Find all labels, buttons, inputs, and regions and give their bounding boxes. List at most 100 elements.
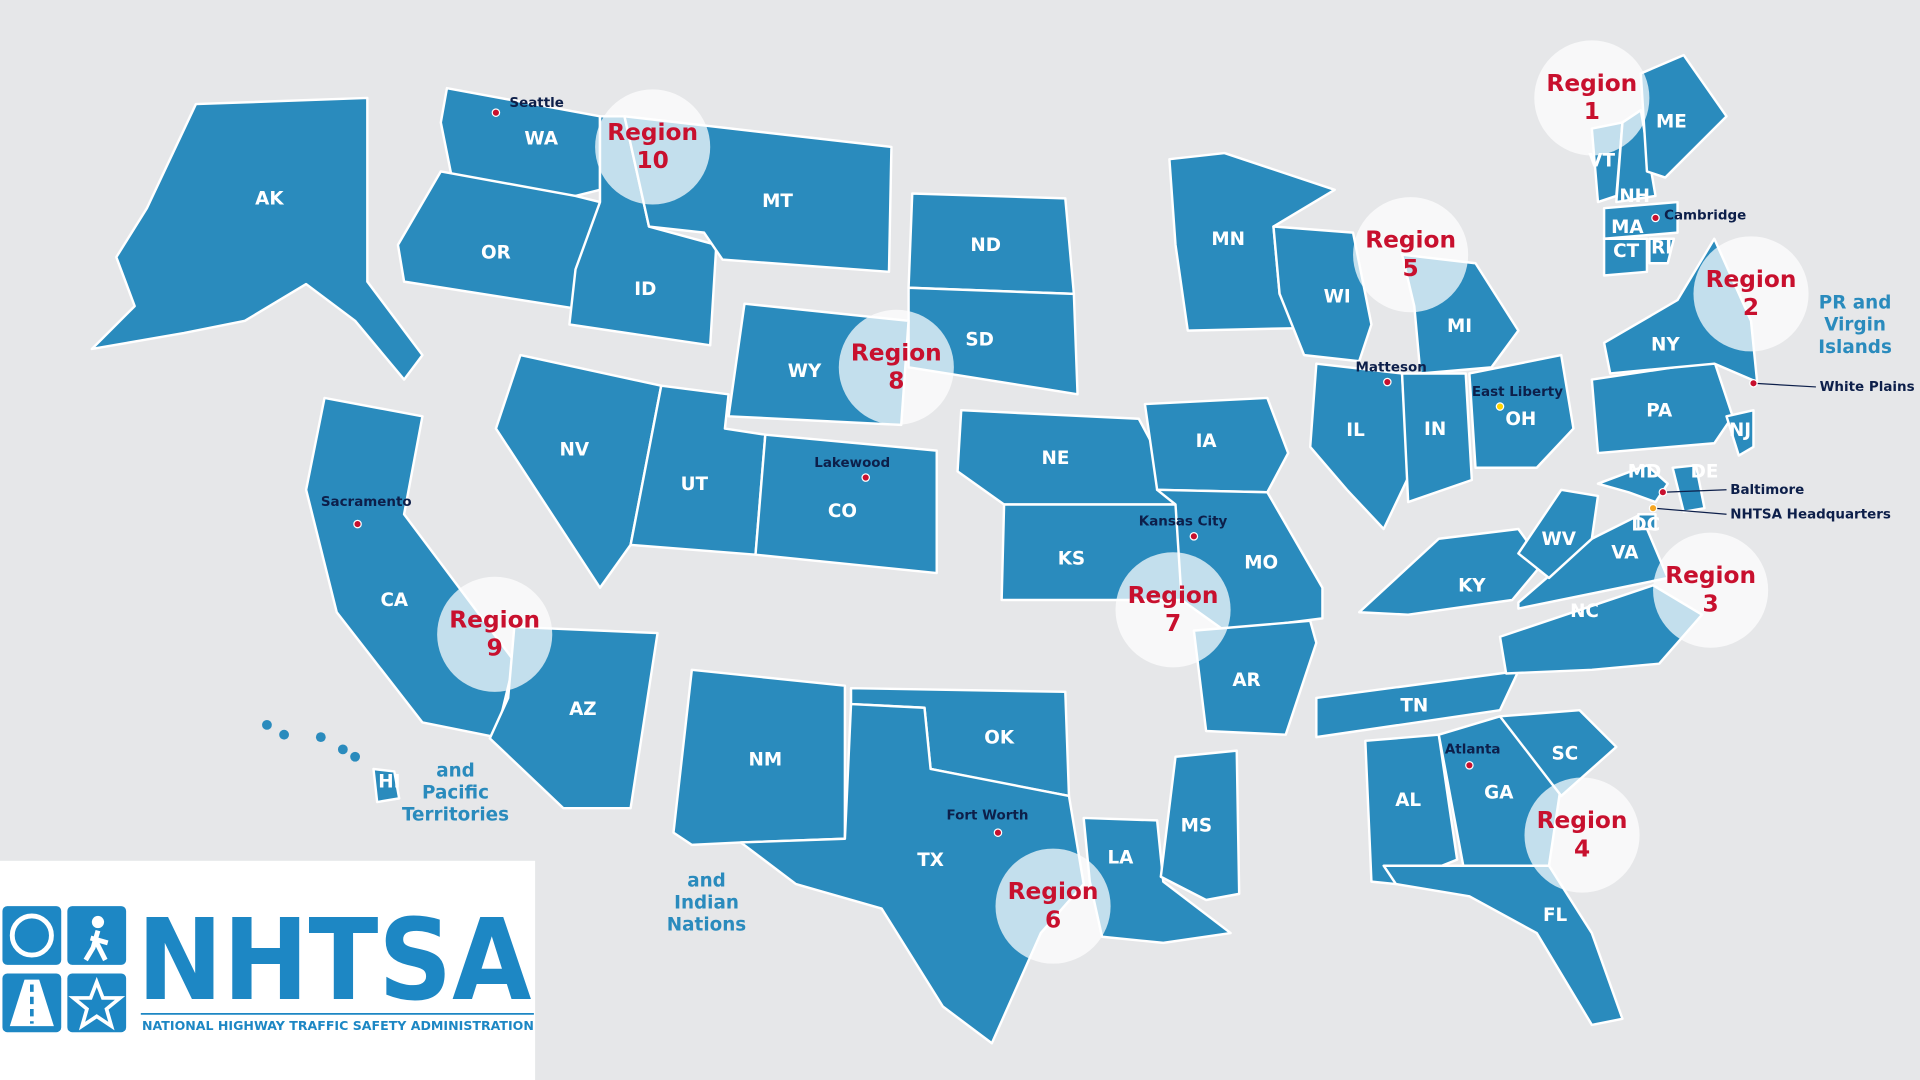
state-label: NV <box>559 440 589 461</box>
region-word: Region <box>449 606 540 633</box>
city-marker <box>353 519 362 529</box>
region-number: 7 <box>1165 610 1181 637</box>
state-label: UT <box>681 474 709 495</box>
state-label: CO <box>828 501 857 522</box>
state-label: NH <box>1619 186 1650 207</box>
state-label: ME <box>1656 111 1687 132</box>
region-circle <box>595 89 711 205</box>
state-label: MD <box>1628 462 1662 483</box>
logo: NHTSA NATIONAL HIGHWAY TRAFFIC SAFETY AD… <box>0 860 536 1080</box>
overlay: Region1Region2Region3Region4Region5Regio… <box>321 40 1915 964</box>
state-shape <box>1725 408 1755 457</box>
state-shape <box>1637 513 1657 531</box>
state-label: OR <box>481 242 511 263</box>
region-number: 10 <box>636 147 668 174</box>
territory-note: PR and <box>1819 293 1892 314</box>
state-shape <box>1468 353 1575 469</box>
state-shape <box>1671 464 1706 514</box>
state-label: PA <box>1646 400 1673 421</box>
state-shape <box>494 353 663 589</box>
state-shape <box>1272 225 1373 363</box>
state-shape <box>1400 372 1474 504</box>
state-label: OH <box>1505 409 1536 430</box>
territory-note: Pacific <box>422 782 489 803</box>
logo-name: NHTSA <box>137 894 531 1026</box>
city-label: Cambridge <box>1664 209 1746 224</box>
state-label: TX <box>917 850 944 871</box>
city-marker <box>1648 503 1658 513</box>
state-label: AL <box>1395 790 1421 811</box>
state-label: KS <box>1058 549 1085 570</box>
logo-subtitle: NATIONAL HIGHWAY TRAFFIC SAFETY ADMINIST… <box>142 1019 534 1033</box>
island <box>350 751 360 762</box>
territory-note: Islands <box>1818 337 1892 358</box>
region-circle <box>437 576 553 692</box>
state-label: TN <box>1400 696 1428 717</box>
region-circle <box>1534 40 1650 156</box>
state-label: WA <box>524 129 558 150</box>
city-label: Matteson <box>1356 360 1427 375</box>
region-number: 9 <box>487 634 503 661</box>
region-circle <box>1693 236 1809 352</box>
state-label: NY <box>1651 334 1680 355</box>
wheel <box>9 913 54 958</box>
state-label: MN <box>1211 229 1245 250</box>
state-label: MO <box>1244 552 1278 573</box>
territory-note: Indian <box>674 893 739 914</box>
city-marker <box>1749 378 1758 388</box>
state-shape <box>1308 362 1410 531</box>
region-number: 5 <box>1403 255 1419 282</box>
city-marker <box>993 828 1003 837</box>
state-shape <box>90 96 424 381</box>
state-label: ND <box>970 235 1001 256</box>
state-label: NJ <box>1729 420 1751 441</box>
city-marker <box>1495 402 1505 411</box>
state-label: DE <box>1691 462 1719 483</box>
city-label: Fort Worth <box>947 809 1029 824</box>
state-label: MT <box>762 191 793 212</box>
state-shape <box>1498 708 1618 798</box>
state-label: AK <box>255 189 284 210</box>
state-label: RI <box>1651 238 1672 259</box>
state-label: CT <box>1613 241 1639 262</box>
state-label: IA <box>1196 431 1218 452</box>
region-circle <box>1653 532 1769 648</box>
state-label: KY <box>1458 576 1486 597</box>
island <box>315 732 326 743</box>
city-marker <box>491 108 501 117</box>
region-word: Region <box>1008 878 1099 905</box>
state-label: NE <box>1042 448 1070 469</box>
state-shape <box>372 767 401 804</box>
state-label: IL <box>1346 420 1365 441</box>
state-shape <box>1602 200 1679 240</box>
state-shape <box>1648 237 1676 265</box>
city-label: Kansas City <box>1139 515 1228 530</box>
state-label: GA <box>1484 782 1514 803</box>
state-label: NC <box>1570 601 1599 622</box>
region-circle <box>995 848 1111 964</box>
state-shape <box>1639 53 1728 179</box>
region-number: 2 <box>1743 294 1759 321</box>
region-word: Region <box>851 339 942 366</box>
state-label: SD <box>965 329 993 350</box>
region-number: 1 <box>1584 98 1600 125</box>
state-label: HI <box>378 771 400 792</box>
region-circle <box>1524 777 1640 893</box>
state-shape <box>1517 488 1600 580</box>
state-shape <box>1192 619 1318 736</box>
city-label: Baltimore <box>1730 483 1804 498</box>
territory-note: Nations <box>667 915 747 936</box>
state-label: VA <box>1611 542 1639 563</box>
state-label: AZ <box>569 699 597 720</box>
region-circle <box>1353 197 1469 313</box>
city-label: East Liberty <box>1472 385 1563 400</box>
state-shape <box>1498 584 1704 675</box>
island <box>279 729 289 740</box>
city-marker <box>1465 761 1474 770</box>
region-number: 4 <box>1574 835 1590 862</box>
state-label: MA <box>1611 217 1644 238</box>
walker-head <box>91 915 105 929</box>
state-label: SC <box>1552 743 1579 764</box>
city-label: Sacramento <box>321 495 412 510</box>
state-label: MS <box>1181 816 1213 837</box>
